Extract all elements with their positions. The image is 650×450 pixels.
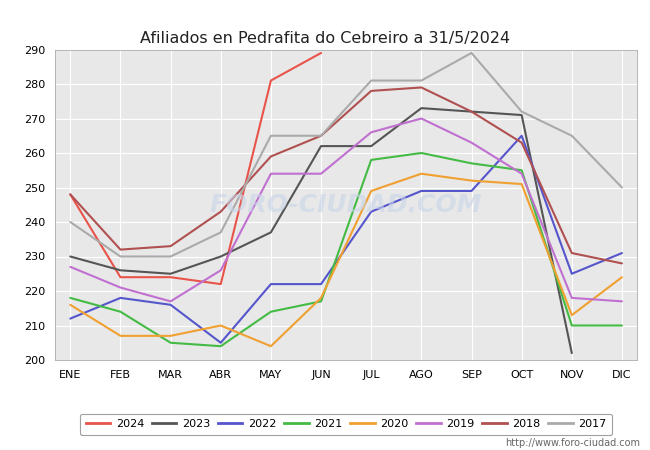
Text: Afiliados en Pedrafita do Cebreiro a 31/5/2024: Afiliados en Pedrafita do Cebreiro a 31/… [140, 31, 510, 46]
Text: FORO-CIUDAD.COM: FORO-CIUDAD.COM [210, 193, 482, 217]
Legend: 2024, 2023, 2022, 2021, 2020, 2019, 2018, 2017: 2024, 2023, 2022, 2021, 2020, 2019, 2018… [80, 414, 612, 435]
Text: http://www.foro-ciudad.com: http://www.foro-ciudad.com [505, 438, 640, 448]
